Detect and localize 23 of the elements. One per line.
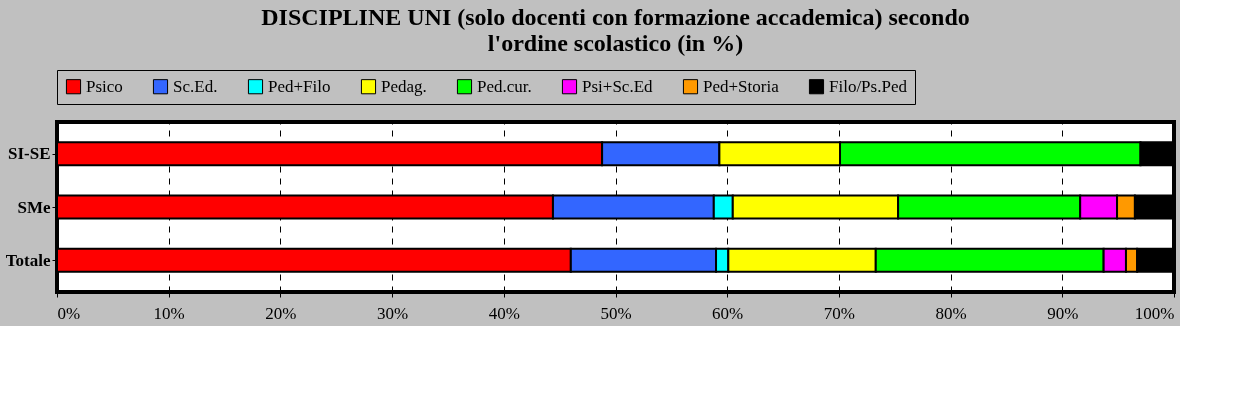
x-tick-label: 0%: [57, 303, 81, 323]
x-tick-label: 50%: [600, 303, 632, 323]
legend-label: Psico: [86, 76, 123, 96]
legend-label: Psi+Sc.Ed: [582, 76, 654, 96]
legend-label: Ped+Filo: [268, 76, 331, 96]
x-tick-label: 20%: [265, 303, 297, 323]
y-tick-label: Totale: [5, 250, 51, 270]
legend-label: Filo/Ps.Ped: [829, 76, 908, 96]
x-tick-label: 60%: [712, 303, 744, 323]
x-tick-label: 80%: [935, 303, 967, 323]
legend-label: Pedag.: [381, 76, 427, 96]
x-tick-label: 10%: [153, 303, 185, 323]
y-tick-label: SI-SE: [7, 144, 51, 164]
chart-title: DISCIPLINE UNI (solo docenti con formazione accademica) secondo l'ordine scolastico (in %): [261, 3, 970, 56]
x-tick-label: 30%: [377, 303, 409, 323]
legend-label: Ped.cur.: [477, 76, 532, 96]
legend-label: Sc.Ed.: [173, 76, 218, 96]
y-tick-label: SMe: [17, 197, 51, 217]
legend-label: Ped+Storia: [703, 76, 780, 96]
x-tick-label: 40%: [488, 303, 520, 323]
x-tick-label: 100%: [1134, 303, 1175, 323]
x-tick-label: 70%: [823, 303, 855, 323]
x-tick-label: 90%: [1047, 303, 1079, 323]
